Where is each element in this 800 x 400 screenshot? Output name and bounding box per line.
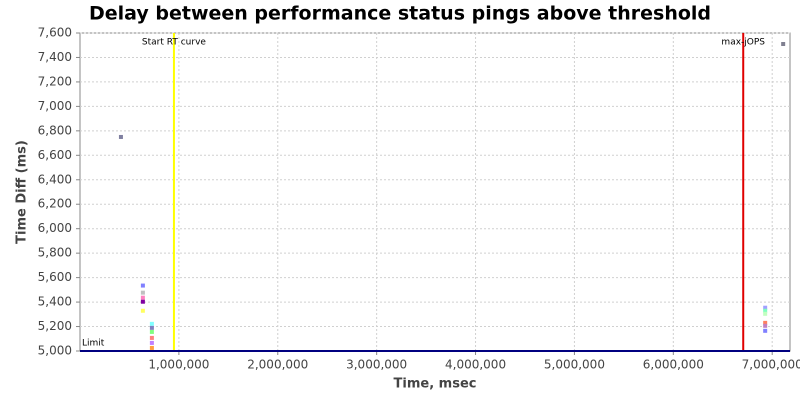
y-tick-label: 6,000: [38, 221, 72, 235]
y-tick-label: 6,600: [38, 148, 72, 162]
marker-label: Limit: [82, 339, 105, 349]
y-tick-label: 6,400: [38, 172, 72, 186]
marker-label: max-jOPS: [721, 38, 765, 48]
marker-label: Start RT curve: [142, 38, 206, 48]
point: [149, 335, 154, 340]
point: [140, 283, 145, 288]
x-tick-label: 2,000,000: [247, 358, 308, 372]
point: [118, 134, 123, 139]
x-tick-label: 7,000,000: [742, 358, 800, 372]
x-tick-label: 1,000,000: [148, 358, 209, 372]
chart-title: Delay between performance status pings a…: [89, 3, 711, 25]
point: [763, 323, 768, 328]
point: [763, 305, 768, 310]
y-tick-label: 5,800: [38, 246, 72, 260]
y-tick-label: 7,600: [38, 26, 72, 40]
y-tick-label: 5,400: [38, 295, 72, 309]
y-tick-label: 5,600: [38, 270, 72, 284]
y-tick-label: 6,200: [38, 197, 72, 211]
x-tick-label: 6,000,000: [643, 358, 704, 372]
x-tick-label: 5,000,000: [544, 358, 605, 372]
x-axis-label: Time, msec: [394, 377, 477, 392]
point: [140, 308, 145, 313]
x-tick-label: 4,000,000: [445, 358, 506, 372]
y-tick-label: 5,200: [38, 319, 72, 333]
y-tick-label: 7,200: [38, 74, 72, 88]
y-tick-label: 5,000: [38, 344, 72, 358]
plot-area: [79, 32, 791, 352]
point: [149, 340, 154, 345]
y-tick-label: 6,800: [38, 123, 72, 137]
point: [763, 311, 768, 316]
point: [763, 320, 768, 325]
x-tick-label: 3,000,000: [346, 358, 407, 372]
point: [140, 290, 145, 295]
point: [149, 329, 154, 334]
point: [763, 328, 768, 333]
point: [149, 321, 154, 326]
point: [781, 42, 786, 47]
point: [763, 308, 768, 313]
y-tick-label: 7,400: [38, 50, 72, 64]
point: [149, 345, 154, 350]
y-tick-label: 7,000: [38, 99, 72, 113]
point: [140, 299, 145, 304]
y-axis-label: Time Diff (ms): [15, 140, 30, 244]
point: [149, 325, 154, 330]
point: [140, 295, 145, 300]
